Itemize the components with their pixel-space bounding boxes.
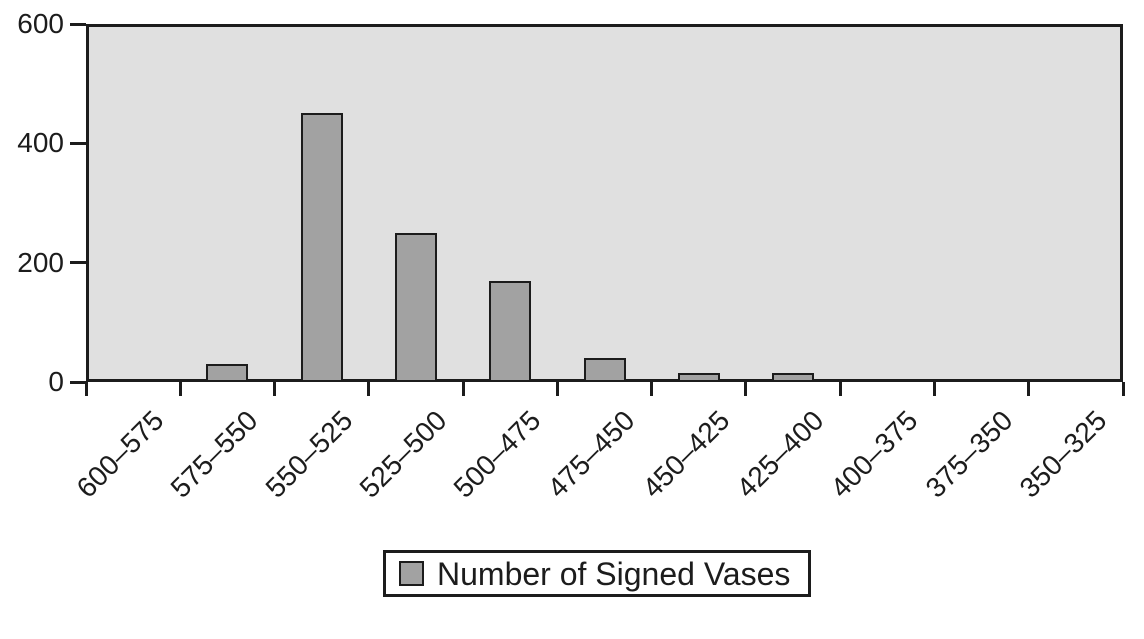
legend-label: Number of Signed Vases bbox=[437, 555, 791, 592]
x-tick-label: 425–400 bbox=[730, 404, 830, 504]
x-tick-label: 600–575 bbox=[70, 404, 170, 504]
y-tick-label: 200 bbox=[17, 246, 64, 278]
x-tick-label: 400–375 bbox=[824, 404, 924, 504]
x-tick-mark bbox=[744, 382, 748, 396]
x-tick-mark bbox=[1121, 382, 1125, 396]
x-tick-mark bbox=[650, 382, 654, 396]
x-tick-label: 550–525 bbox=[259, 404, 359, 504]
plot-area bbox=[86, 24, 1123, 382]
x-tick-label: 450–425 bbox=[636, 404, 736, 504]
x-tick-mark bbox=[838, 382, 842, 396]
bar-425–400 bbox=[772, 373, 814, 382]
legend-swatch-icon bbox=[399, 561, 424, 586]
bar-550–525 bbox=[300, 113, 343, 382]
y-tick-mark bbox=[70, 141, 86, 145]
x-tick-mark bbox=[178, 382, 182, 396]
legend: Number of Signed Vases bbox=[383, 550, 812, 597]
x-tick-mark bbox=[933, 382, 936, 396]
x-tick-label: 575–550 bbox=[164, 404, 264, 504]
x-tick-mark bbox=[273, 382, 276, 396]
bar-525–500 bbox=[395, 233, 437, 382]
bar-475–450 bbox=[583, 358, 626, 382]
y-tick-label: 0 bbox=[48, 366, 64, 397]
x-tick-label: 525–500 bbox=[353, 404, 453, 504]
x-tick-mark bbox=[84, 382, 88, 396]
bar-500–475 bbox=[489, 281, 532, 382]
x-tick-mark bbox=[1027, 382, 1031, 396]
bar-575–550 bbox=[206, 364, 249, 382]
x-tick-label: 375–350 bbox=[919, 404, 1019, 504]
y-tick-label: 400 bbox=[17, 127, 64, 159]
x-tick-label: 500–475 bbox=[447, 404, 547, 504]
y-tick-mark bbox=[70, 261, 86, 265]
y-tick-mark bbox=[70, 380, 86, 384]
y-tick-label: 600 bbox=[17, 8, 64, 39]
x-tick-mark bbox=[367, 382, 371, 396]
x-tick-mark bbox=[555, 382, 559, 396]
x-tick-label: 350–325 bbox=[1013, 404, 1113, 504]
bar-450–425 bbox=[677, 373, 720, 382]
x-tick-mark bbox=[461, 382, 465, 396]
x-tick-label: 475–450 bbox=[542, 404, 642, 504]
y-tick-mark bbox=[70, 22, 86, 26]
